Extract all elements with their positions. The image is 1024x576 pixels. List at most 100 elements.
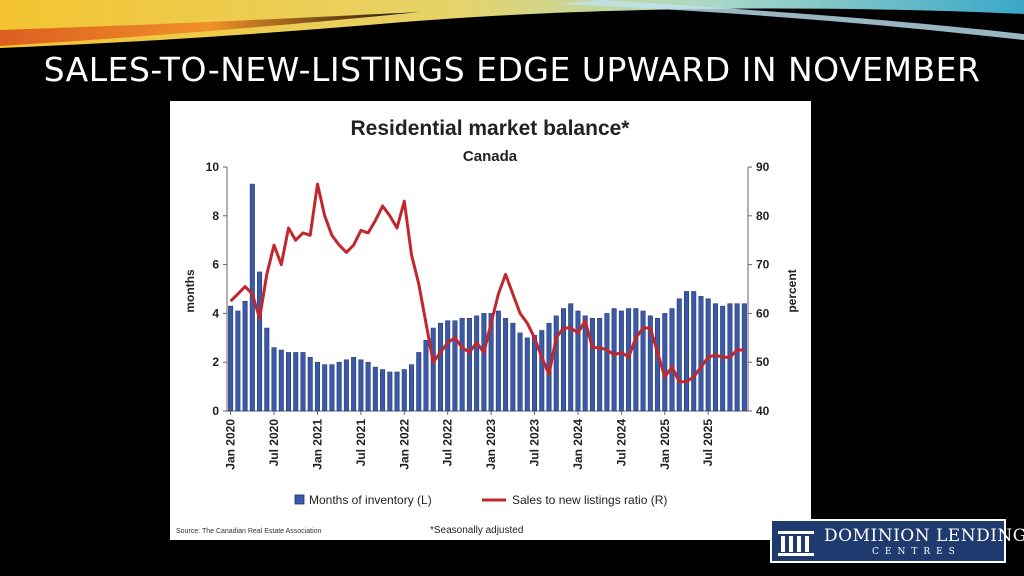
inventory-bar [401, 369, 407, 412]
inventory-bar [633, 308, 639, 412]
y-axis-left-label: months [183, 269, 197, 313]
plot-area: 0 2 4 6 8 10 40 50 60 70 80 90 Jan 2020 Jul 2020 Jan 2… [206, 160, 770, 470]
inventory-bar [257, 271, 263, 412]
inventory-bar [741, 303, 747, 412]
inventory-bar [676, 298, 682, 412]
legend-bar-label: Months of inventory (L) [309, 493, 432, 507]
x-tick-label: Jul 2020 [267, 419, 281, 467]
x-tick-label: Jul 2023 [528, 419, 542, 467]
inventory-bar [394, 371, 400, 412]
inventory-bar [314, 361, 320, 412]
y-left-tick-label: 0 [212, 404, 219, 418]
chart-source: Source: The Canadian Real Estate Associa… [176, 528, 322, 535]
x-tick-label: Jan 2020 [224, 419, 238, 470]
y-right-tick-label: 50 [756, 355, 770, 369]
y-left-tick-label: 10 [206, 160, 220, 174]
inventory-bar [445, 320, 451, 412]
y-left-tick-label: 6 [212, 258, 219, 272]
slide-title: SALES-TO-NEW-LISTINGS EDGE UPWARD IN NOV… [43, 50, 981, 89]
inventory-bar [611, 308, 617, 412]
chart-footnote: *Seasonally adjusted [430, 525, 523, 536]
inventory-bar [575, 310, 581, 412]
dominion-lending-logo: DOMINION LENDING CENTRES [770, 519, 1024, 563]
inventory-bar [278, 349, 284, 412]
y-right-tick-label: 90 [756, 160, 770, 174]
inventory-bar [669, 308, 675, 412]
y-left-tick-label: 2 [212, 355, 219, 369]
inventory-bar [495, 310, 501, 412]
x-tick-label: Jul 2021 [354, 419, 368, 467]
inventory-bar [712, 303, 718, 412]
inventory-bar [452, 320, 458, 412]
inventory-bar [437, 322, 443, 412]
inventory-bar [618, 310, 624, 412]
inventory-bar [626, 308, 632, 412]
inventory-bar [242, 300, 248, 412]
legend-line-label: Sales to new listings ratio (R) [512, 493, 667, 507]
inventory-bar [510, 322, 516, 412]
inventory-bar [430, 327, 436, 412]
inventory-bar [293, 352, 299, 412]
inventory-bar [474, 315, 480, 412]
inventory-bar [532, 335, 538, 412]
inventory-bar [734, 303, 740, 412]
chart-panel: Residential market balance* Canada month… [170, 101, 811, 540]
inventory-bar [322, 364, 328, 412]
inventory-bar [503, 318, 509, 412]
inventory-bar [539, 330, 545, 412]
inventory-bar [647, 315, 653, 412]
inventory-bar [517, 332, 523, 412]
inventory-bar [271, 347, 277, 412]
inventory-bar [691, 291, 697, 412]
inventory-bar [683, 291, 689, 412]
legend-bar-swatch [294, 494, 305, 505]
inventory-bar [568, 303, 574, 412]
inventory-bar [604, 313, 610, 412]
inventory-bar [698, 296, 704, 412]
x-tick-label: Jul 2022 [441, 419, 455, 467]
y-right-tick-label: 40 [756, 404, 770, 418]
inventory-bar [524, 337, 530, 412]
inventory-bar [582, 315, 588, 412]
inventory-bar [300, 352, 306, 412]
market-balance-chart: Residential market balance* Canada month… [176, 117, 799, 536]
inventory-bar [640, 310, 646, 412]
x-tick-label: Jan 2025 [658, 419, 672, 470]
x-tick-label: Jan 2022 [397, 419, 411, 470]
sales-ratio-line [229, 182, 745, 384]
inventory-bar [387, 371, 393, 412]
inventory-bar [228, 305, 234, 412]
inventory-bar [589, 318, 595, 412]
x-tick-label: Jul 2025 [701, 419, 715, 467]
inventory-bar [416, 352, 422, 412]
inventory-bar [409, 364, 415, 412]
building-columns-icon [778, 531, 814, 556]
inventory-bar [264, 327, 270, 412]
inventory-bar [466, 318, 472, 412]
inventory-bar [423, 339, 429, 412]
inventory-bar [329, 364, 335, 412]
inventory-bar [235, 310, 241, 412]
inventory-bar [307, 357, 313, 412]
inventory-bar [286, 352, 292, 412]
inventory-bar [365, 361, 371, 412]
y-left-tick-label: 8 [212, 209, 219, 223]
y-axis-right-label: percent [785, 269, 799, 312]
y-right-tick-label: 80 [756, 209, 770, 223]
logo-subwordmark: CENTRES [872, 547, 961, 557]
x-tick-label: Jul 2024 [614, 419, 628, 467]
inventory-bar [655, 318, 661, 412]
inventory-bar [597, 318, 603, 412]
chart-subtitle: Canada [463, 148, 518, 165]
logo-wordmark: DOMINION LENDING [824, 526, 1024, 546]
inventory-bar [351, 357, 357, 412]
x-tick-label: Jan 2023 [484, 419, 498, 470]
y-right-tick-label: 60 [756, 306, 770, 320]
x-tick-label: Jan 2021 [311, 419, 325, 470]
inventory-bar [662, 313, 668, 412]
inventory-bar [336, 361, 342, 412]
x-tick-label: Jan 2024 [571, 419, 585, 470]
inventory-bar [380, 369, 386, 412]
inventory-bar [705, 298, 711, 412]
chart-title: Residential market balance* [351, 117, 631, 140]
